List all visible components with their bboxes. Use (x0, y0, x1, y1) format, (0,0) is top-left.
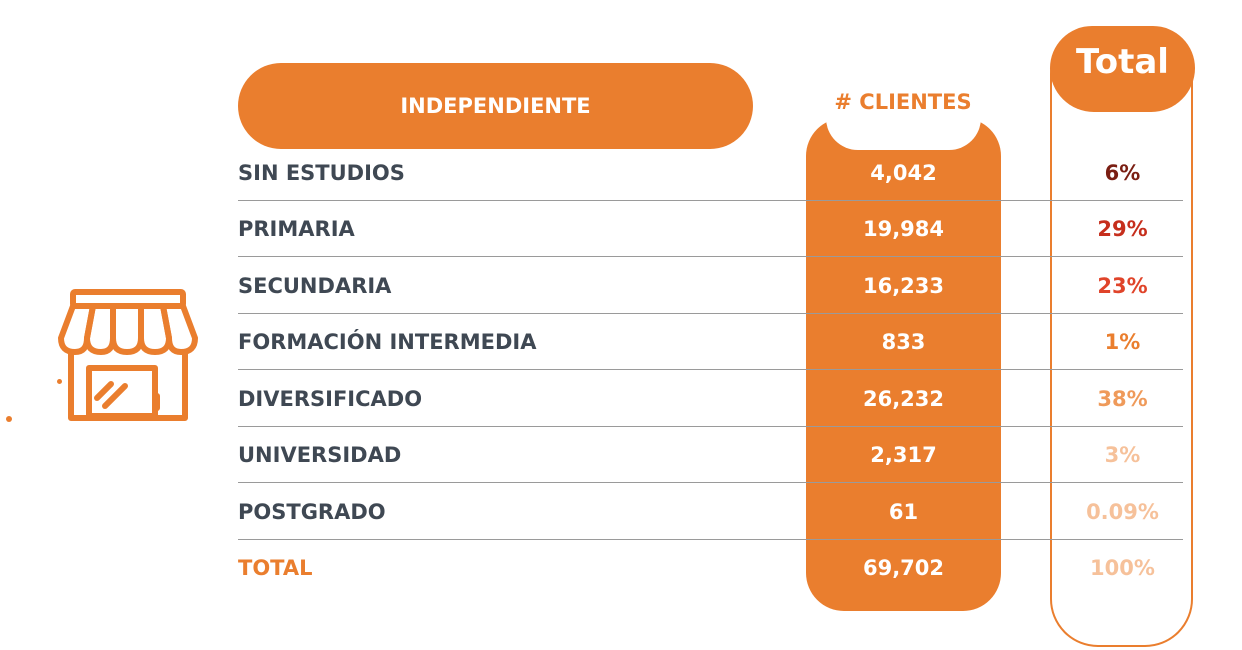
clients-value: 4,042 (870, 161, 937, 185)
row-divider (238, 200, 1183, 201)
total-row: TOTAL 69,702 100% (238, 540, 1183, 596)
row-divider (238, 313, 1183, 314)
row-divider (238, 482, 1183, 483)
row-label: UNIVERSIDAD (238, 443, 402, 467)
decorative-dot (6, 416, 12, 422)
table-row: PRIMARIA 19,984 29% (238, 201, 1183, 257)
table-row: SIN ESTUDIOS 4,042 6% (238, 145, 1183, 201)
row-label: SECUNDARIA (238, 274, 392, 298)
row-label: DIVERSIFICADO (238, 387, 423, 411)
clients-header: # CLIENTES (834, 90, 972, 114)
total-percent-value: 100% (1090, 556, 1155, 580)
table-row: DIVERSIFICADO 26,232 38% (238, 371, 1183, 427)
total-clients-value: 69,702 (862, 556, 945, 580)
clients-value: 19,984 (862, 217, 945, 241)
row-divider (238, 539, 1183, 540)
total-header-label: Total (1076, 42, 1169, 82)
decorative-dot (57, 379, 62, 384)
row-divider (238, 426, 1183, 427)
clients-value: 2,317 (870, 443, 937, 467)
table-row: FORMACIÓN INTERMEDIA 833 1% (238, 314, 1183, 370)
row-label: PRIMARIA (238, 217, 355, 241)
storefront-icon (58, 289, 198, 421)
category-header-label: INDEPENDIENTE (400, 94, 591, 118)
clients-column-notch (826, 118, 981, 150)
category-header: INDEPENDIENTE (238, 63, 753, 149)
percent-value: 23% (1097, 274, 1148, 298)
clients-value: 26,232 (862, 387, 945, 411)
table-row: POSTGRADO 61 0.09% (238, 484, 1183, 540)
row-label: POSTGRADO (238, 500, 386, 524)
percent-value: 38% (1097, 387, 1148, 411)
row-divider (238, 369, 1183, 370)
clients-value: 16,233 (862, 274, 945, 298)
table-row: SECUNDARIA 16,233 23% (238, 258, 1183, 314)
row-label: SIN ESTUDIOS (238, 161, 405, 185)
row-divider (238, 256, 1183, 257)
percent-value: 29% (1097, 217, 1148, 241)
percent-value: 1% (1104, 330, 1141, 354)
table-row: UNIVERSIDAD 2,317 3% (238, 427, 1183, 483)
clients-value: 833 (881, 330, 926, 354)
row-label: FORMACIÓN INTERMEDIA (238, 330, 537, 354)
clients-value: 61 (888, 500, 919, 524)
total-header: Total (1050, 26, 1195, 112)
percent-value: 6% (1104, 161, 1141, 185)
percent-value: 3% (1104, 443, 1141, 467)
percent-value: 0.09% (1086, 500, 1159, 524)
total-row-label: TOTAL (238, 556, 313, 580)
